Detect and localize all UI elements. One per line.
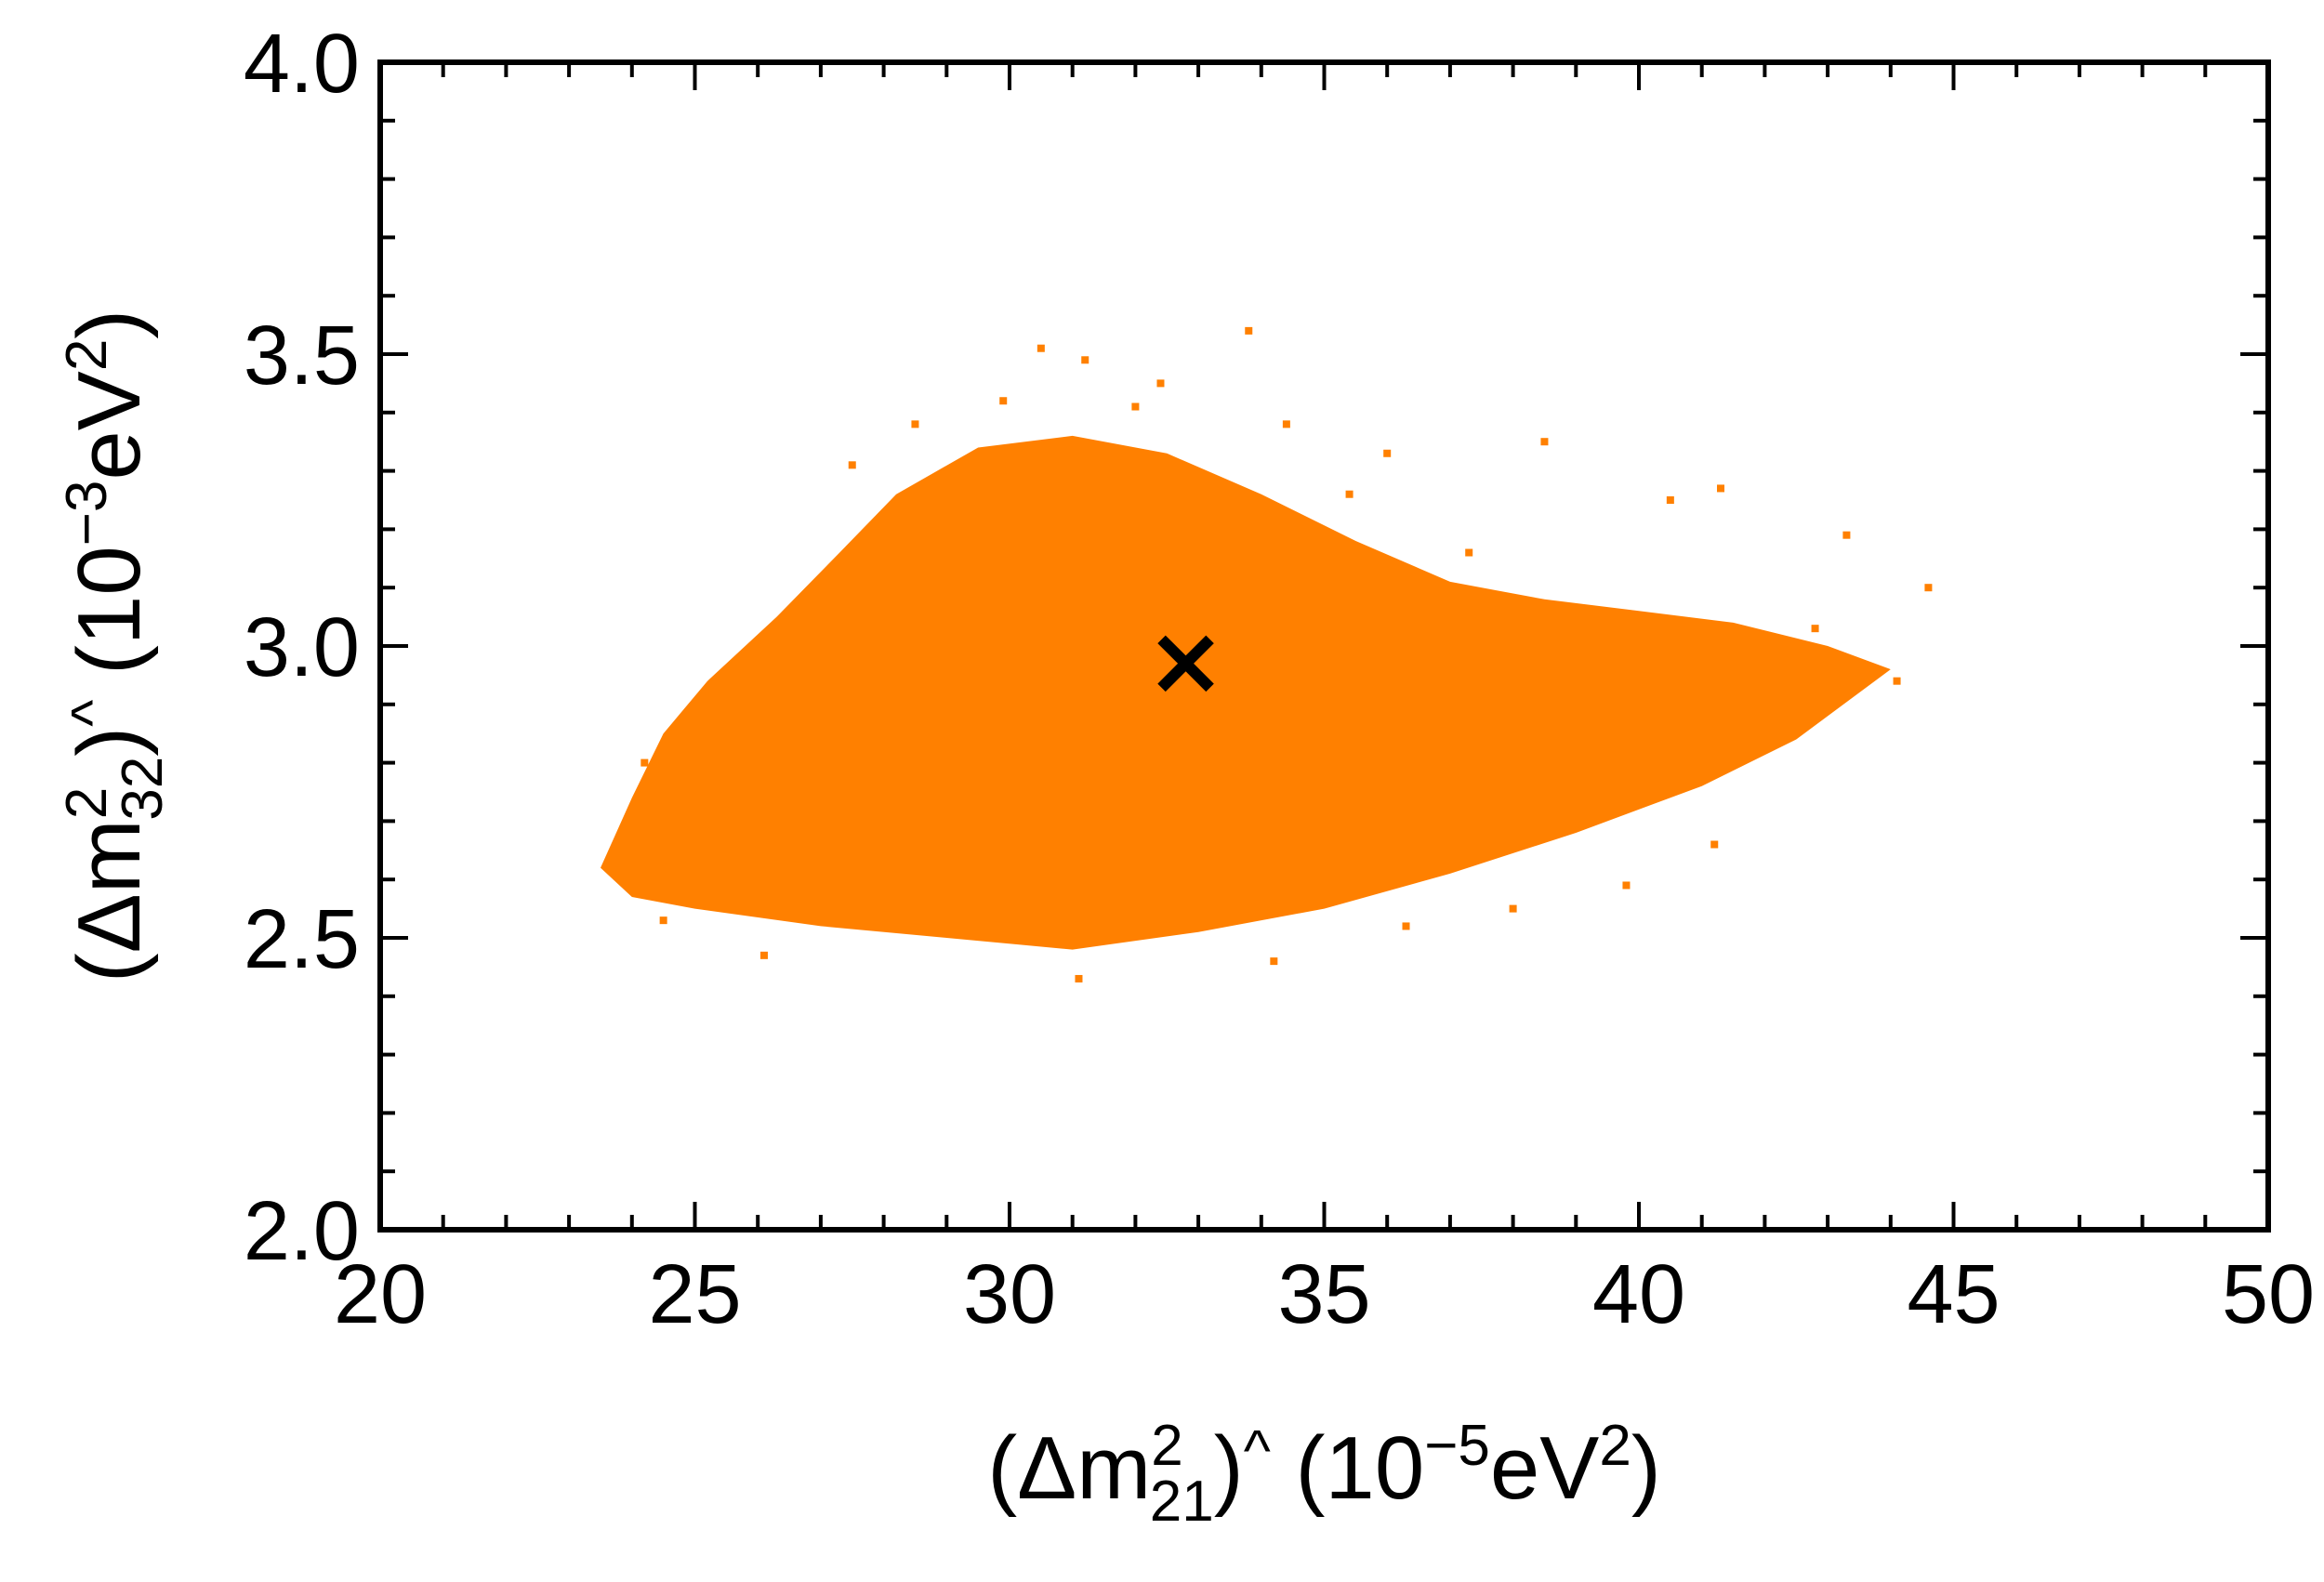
x-label-middle: ) (1214, 1418, 1244, 1518)
scatter-point (1245, 326, 1253, 335)
y-label-suffix: (10 (59, 546, 159, 699)
x-tick-label: 35 (1277, 1248, 1370, 1341)
scatter-region (601, 435, 1891, 950)
x-tick-label: 30 (963, 1248, 1056, 1341)
scatter-point (999, 397, 1008, 405)
x-label-hat: ^ (1244, 1419, 1271, 1483)
y-axis-label: (Δm232)^ (10−3eV2) (55, 310, 175, 983)
y-axis-label-group: (Δm232)^ (10−3eV2) (55, 310, 175, 983)
tick-labels: 20 25 30 35 40 45 50 2.0 2.5 3.0 3.5 4.0 (244, 18, 2315, 1341)
y-tick-label: 3.0 (244, 601, 360, 694)
x-label-suffix: (10 (1271, 1418, 1424, 1518)
y-label-prefix: (Δm (59, 819, 159, 982)
scatter-point (1402, 922, 1410, 930)
y-tick-label: 4.0 (244, 18, 360, 111)
x-label-exponent: −5 (1424, 1414, 1490, 1478)
x-tick-label: 40 (1592, 1248, 1685, 1341)
scatter-point (1383, 449, 1392, 457)
scatter-point (1842, 531, 1851, 539)
scatter-point (609, 858, 617, 866)
y-label-sup: 2 (55, 787, 119, 819)
scatter-point (1081, 356, 1089, 364)
x-tick-label: 20 (334, 1248, 427, 1341)
x-axis-label: (Δm2 21)^ (10−5eV2) (987, 1414, 1661, 1534)
scatter-point (911, 420, 919, 428)
scatter-point (1465, 548, 1473, 557)
y-label-sub: 32 (111, 757, 175, 821)
x-label-unit-sup: 2 (1599, 1414, 1631, 1478)
y-label-unit-sup: 2 (55, 339, 119, 371)
x-label-unit: eV (1490, 1418, 1599, 1518)
scatter-point (1666, 496, 1674, 504)
best-fit-marker (1157, 635, 1214, 692)
y-tick-label: 2.5 (244, 893, 360, 986)
y-tick-label: 2.0 (244, 1185, 360, 1278)
x-label-prefix: (Δm (987, 1418, 1151, 1518)
scatter-point (640, 758, 649, 767)
y-label-middle: ) (59, 727, 159, 757)
scatter-point (1282, 420, 1290, 428)
x-tick-label: 45 (1907, 1248, 2000, 1341)
scatter-point (759, 951, 768, 959)
y-tick-label: 3.5 (244, 310, 360, 402)
scatter-point (716, 689, 724, 697)
scatter-point (1811, 625, 1819, 633)
data-layer (601, 326, 1933, 982)
scatter-point (1540, 438, 1549, 446)
scatter-point (1345, 490, 1353, 498)
scatter-point (1131, 402, 1140, 411)
scatter-point (1037, 344, 1045, 352)
scatter-point (1075, 974, 1083, 982)
scatter-point (848, 461, 856, 469)
scatter-point (1622, 881, 1631, 890)
x-label-sup: 2 (1151, 1414, 1182, 1478)
axis-ticks (378, 60, 2270, 1232)
scatter-point (1270, 957, 1278, 966)
y-label-hat: ^ (60, 700, 125, 727)
y-label-exponent: −3 (55, 481, 119, 547)
x-tick-label: 50 (2222, 1248, 2315, 1341)
y-label-unit: eV (59, 371, 159, 480)
x-label-sub: 21 (1150, 1470, 1214, 1534)
scatter-point (1893, 677, 1901, 685)
y-label-close: ) (59, 310, 159, 339)
scatter-point (1156, 379, 1165, 388)
scatter-point (1710, 840, 1719, 849)
scatter-point (1924, 584, 1933, 592)
x-tick-label: 25 (648, 1248, 741, 1341)
scatter-point (659, 916, 667, 925)
scatter-point (1509, 904, 1517, 913)
scatter-point (1717, 484, 1725, 493)
x-label-close: ) (1631, 1418, 1661, 1518)
